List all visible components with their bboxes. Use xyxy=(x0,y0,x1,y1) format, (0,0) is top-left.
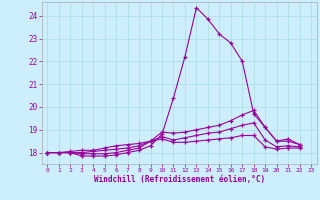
X-axis label: Windchill (Refroidissement éolien,°C): Windchill (Refroidissement éolien,°C) xyxy=(94,175,265,184)
